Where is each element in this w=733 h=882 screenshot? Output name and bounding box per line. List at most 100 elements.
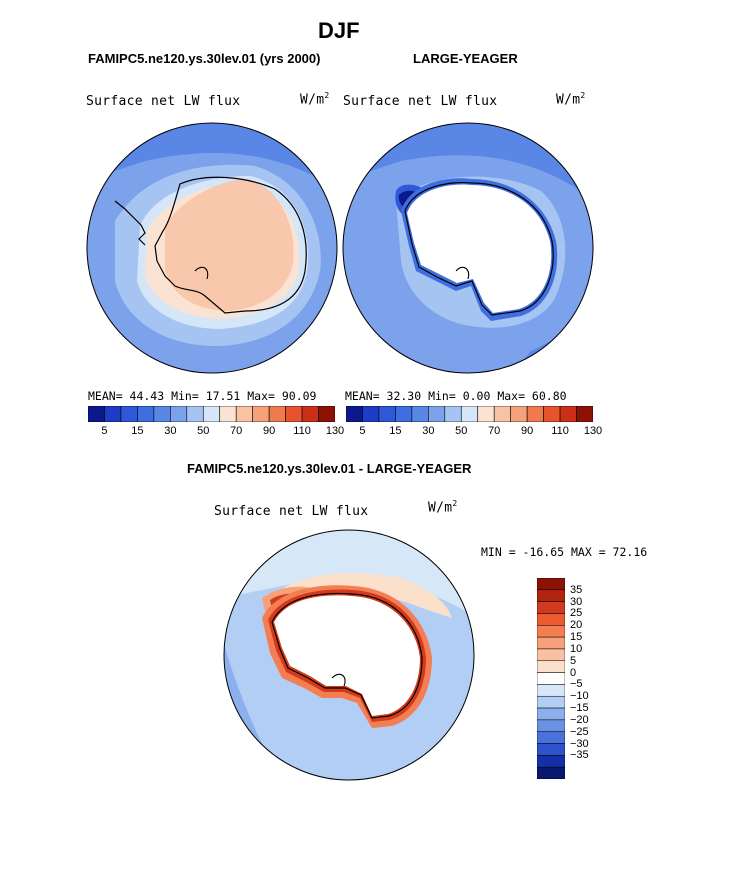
right-colorbar-swatch xyxy=(543,406,561,422)
right-colorbar-swatch xyxy=(576,406,593,422)
diff-colorbar-tick-label: 35 xyxy=(570,583,583,596)
diff-colorbar-swatch xyxy=(537,766,565,779)
diff-colorbar-swatch xyxy=(537,684,565,697)
right-variable-label: Surface net LW flux xyxy=(343,94,498,109)
diff-colorbar xyxy=(537,578,565,779)
left-stats: MEAN= 44.43 Min= 17.51 Max= 90.09 xyxy=(88,389,317,403)
diff-colorbar-swatch xyxy=(537,743,565,756)
right-colorbar-tick-label: 130 xyxy=(583,425,603,437)
right-colorbar-tick-label: 5 xyxy=(359,425,366,437)
right-polar-map xyxy=(342,122,594,374)
left-colorbar-swatch xyxy=(318,406,335,422)
diff-colorbar-ticks: 35 30 25 20 15 10 5 0 −5 −10 −15 −20 −25 −30 −35 xyxy=(570,578,610,779)
left-colorbar-swatch xyxy=(104,406,122,422)
diff-colorbar-swatch xyxy=(537,755,565,768)
right-colorbar-swatch xyxy=(362,406,380,422)
left-colorbar-tick-label: 30 xyxy=(164,425,177,437)
diff-minmax: MIN = -16.65 MAX = 72.16 xyxy=(481,545,648,559)
right-colorbar-tick-label: 110 xyxy=(551,425,569,437)
right-colorbar-swatch xyxy=(428,406,446,422)
right-colorbar-swatch xyxy=(395,406,413,422)
diff-colorbar-swatch xyxy=(537,695,565,709)
diff-colorbar-tick-label: −5 xyxy=(570,678,583,691)
diff-colorbar-swatch xyxy=(537,613,565,626)
left-colorbar-swatch xyxy=(252,406,270,422)
diff-colorbar-tick-label: −25 xyxy=(570,725,589,738)
diff-colorbar-tick-label: −30 xyxy=(570,737,589,750)
left-colorbar-tick-label: 130 xyxy=(325,425,345,437)
left-polar-map xyxy=(86,122,338,374)
right-colorbar-tick-label: 15 xyxy=(389,425,402,437)
right-colorbar-tick-label: 70 xyxy=(488,425,501,437)
diff-colorbar-swatch xyxy=(537,707,565,721)
diff-colorbar-swatch xyxy=(537,648,565,662)
diff-colorbar-tick-label: 5 xyxy=(570,654,577,667)
diff-colorbar-swatch xyxy=(537,589,565,602)
left-colorbar-swatch xyxy=(301,406,319,422)
diff-colorbar-swatch xyxy=(537,731,565,744)
left-colorbar-swatch xyxy=(268,406,286,422)
left-panel-case: FAMIPC5.ne120.ys.30lev.01 (yrs 2000) xyxy=(88,51,321,66)
diff-colorbar-tick-label: 25 xyxy=(570,607,583,620)
diff-colorbar-swatch xyxy=(537,719,565,732)
left-variable-label: Surface net LW flux xyxy=(86,94,241,109)
right-colorbar-swatch xyxy=(510,406,528,422)
right-colorbar-tick-label: 30 xyxy=(422,425,435,437)
diff-colorbar-tick-label: 20 xyxy=(570,619,583,632)
right-colorbar-swatch xyxy=(526,406,544,422)
left-colorbar-swatch xyxy=(186,406,204,422)
season-title: DJF xyxy=(318,18,360,43)
left-colorbar-swatch xyxy=(137,406,155,422)
left-colorbar-swatch xyxy=(285,406,303,422)
right-colorbar-swatch xyxy=(411,406,429,422)
diff-colorbar-swatch xyxy=(537,660,565,673)
right-units-label: W/m2 xyxy=(556,91,586,108)
right-colorbar-swatch xyxy=(493,406,511,422)
diff-colorbar-tick-label: −15 xyxy=(570,702,589,715)
right-colorbar-swatch xyxy=(378,406,396,422)
diff-colorbar-swatch xyxy=(537,625,565,638)
left-colorbar-swatch xyxy=(88,406,105,422)
diff-colorbar-swatch xyxy=(537,578,565,591)
diff-colorbar-tick-label: −10 xyxy=(570,690,589,703)
left-colorbar-swatch xyxy=(219,406,237,422)
left-colorbar-swatch xyxy=(235,406,253,422)
right-colorbar-swatch xyxy=(477,406,495,422)
left-colorbar xyxy=(88,406,335,422)
right-colorbar-swatch xyxy=(559,406,577,422)
left-colorbar-tick-label: 50 xyxy=(197,425,210,437)
difference-title: FAMIPC5.ne120.ys.30lev.01 - LARGE-YEAGER xyxy=(187,461,472,476)
right-colorbar xyxy=(346,406,593,422)
left-colorbar-swatch xyxy=(170,406,188,422)
left-colorbar-tick-label: 15 xyxy=(131,425,144,437)
left-colorbar-tick-label: 110 xyxy=(293,425,311,437)
right-colorbar-ticks: 5 15 30 50 70 90 110 130 xyxy=(346,425,602,439)
left-colorbar-tick-label: 5 xyxy=(101,425,108,437)
left-colorbar-swatch xyxy=(153,406,171,422)
right-panel-case: LARGE-YEAGER xyxy=(413,51,518,66)
right-colorbar-swatch xyxy=(346,406,363,422)
diff-colorbar-tick-label: −35 xyxy=(570,749,589,762)
right-colorbar-swatch xyxy=(460,406,479,422)
diff-variable-label: Surface net LW flux xyxy=(214,504,369,519)
right-colorbar-tick-label: 50 xyxy=(455,425,468,437)
right-colorbar-swatch xyxy=(444,406,462,422)
right-stats: MEAN= 32.30 Min= 0.00 Max= 60.80 xyxy=(345,389,567,403)
diff-colorbar-swatch xyxy=(537,672,565,685)
diff-colorbar-swatch xyxy=(537,636,565,650)
left-units-label: W/m2 xyxy=(300,91,330,108)
left-colorbar-tick-label: 90 xyxy=(263,425,276,437)
diff-colorbar-tick-label: 30 xyxy=(570,595,583,608)
diff-units-label: W/m2 xyxy=(428,499,458,516)
left-colorbar-swatch xyxy=(202,406,221,422)
left-colorbar-tick-label: 70 xyxy=(230,425,243,437)
diff-colorbar-tick-label: −20 xyxy=(570,713,589,726)
left-colorbar-ticks: 5 15 30 50 70 90 110 130 xyxy=(88,425,344,439)
right-colorbar-tick-label: 90 xyxy=(521,425,534,437)
diff-colorbar-swatch xyxy=(537,601,565,614)
diff-colorbar-tick-label: 0 xyxy=(570,666,577,679)
diff-colorbar-tick-label: 15 xyxy=(570,631,583,644)
difference-polar-map xyxy=(223,529,475,781)
left-colorbar-swatch xyxy=(120,406,138,422)
diff-colorbar-tick-label: 10 xyxy=(570,642,583,655)
